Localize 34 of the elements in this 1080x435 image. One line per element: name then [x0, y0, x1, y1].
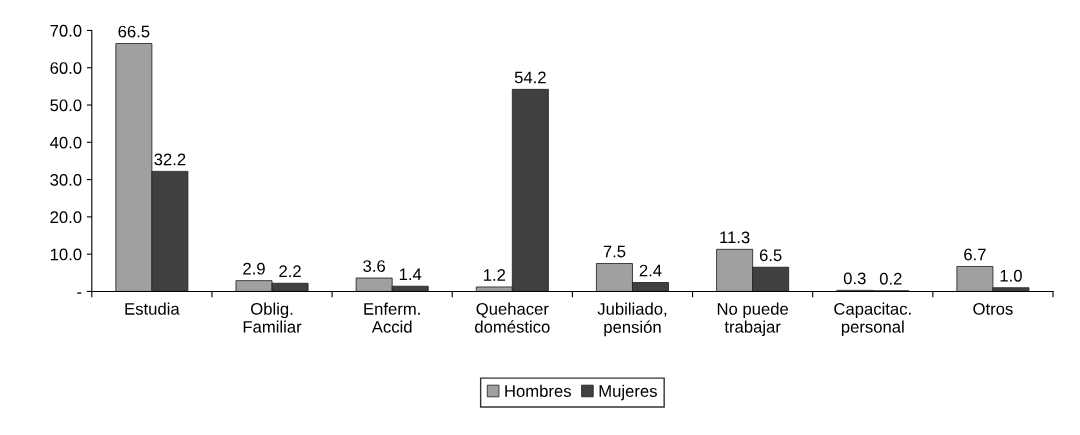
y-tick-label: 10.0 [50, 248, 82, 261]
x-tick-label: Enferm. Accid [364, 302, 420, 333]
data-label: 1.2 [483, 269, 506, 281]
data-label: 1.0 [1000, 269, 1022, 282]
x-tick-label: Capacitac. personal [834, 302, 911, 337]
data-label: 6.5 [759, 249, 782, 262]
data-label: 3.6 [363, 260, 386, 272]
data-label: 1.4 [399, 268, 422, 280]
y-tick-label: - [77, 292, 82, 294]
data-label: 6.7 [964, 248, 986, 261]
y-tick-label: 20.0 [50, 211, 82, 224]
y-tick-label: 60.0 [50, 62, 82, 74]
data-label: 2.9 [243, 262, 265, 275]
data-label: 11.3 [720, 231, 750, 244]
legend-label: Hombres [505, 384, 571, 397]
data-label: 66.5 [118, 25, 150, 38]
data-label: 32.2 [154, 153, 186, 166]
y-tick-label: 70.0 [50, 24, 82, 37]
x-tick-label: Quehacer doméstico [475, 302, 550, 333]
x-tick-label: Jubiliado, pensión [597, 302, 667, 337]
data-label: 7.5 [603, 245, 626, 258]
y-tick-label: 40.0 [50, 136, 82, 149]
x-tick-label: No puede trabajar [717, 302, 789, 337]
legend-label: Mujeres [599, 384, 657, 401]
y-tick-label: 30.0 [50, 173, 82, 186]
data-label: 0.3 [843, 272, 866, 285]
x-tick-label: Otros [973, 303, 1013, 315]
data-label: 0.2 [879, 272, 902, 285]
x-tick-label: Oblig. Familiar [243, 302, 302, 333]
data-label: 2.2 [279, 265, 301, 278]
data-label: 54.2 [514, 71, 546, 84]
y-tick-label: 50.0 [50, 99, 82, 112]
x-tick-label: Estudia [125, 302, 180, 315]
data-label: 2.4 [639, 264, 662, 277]
